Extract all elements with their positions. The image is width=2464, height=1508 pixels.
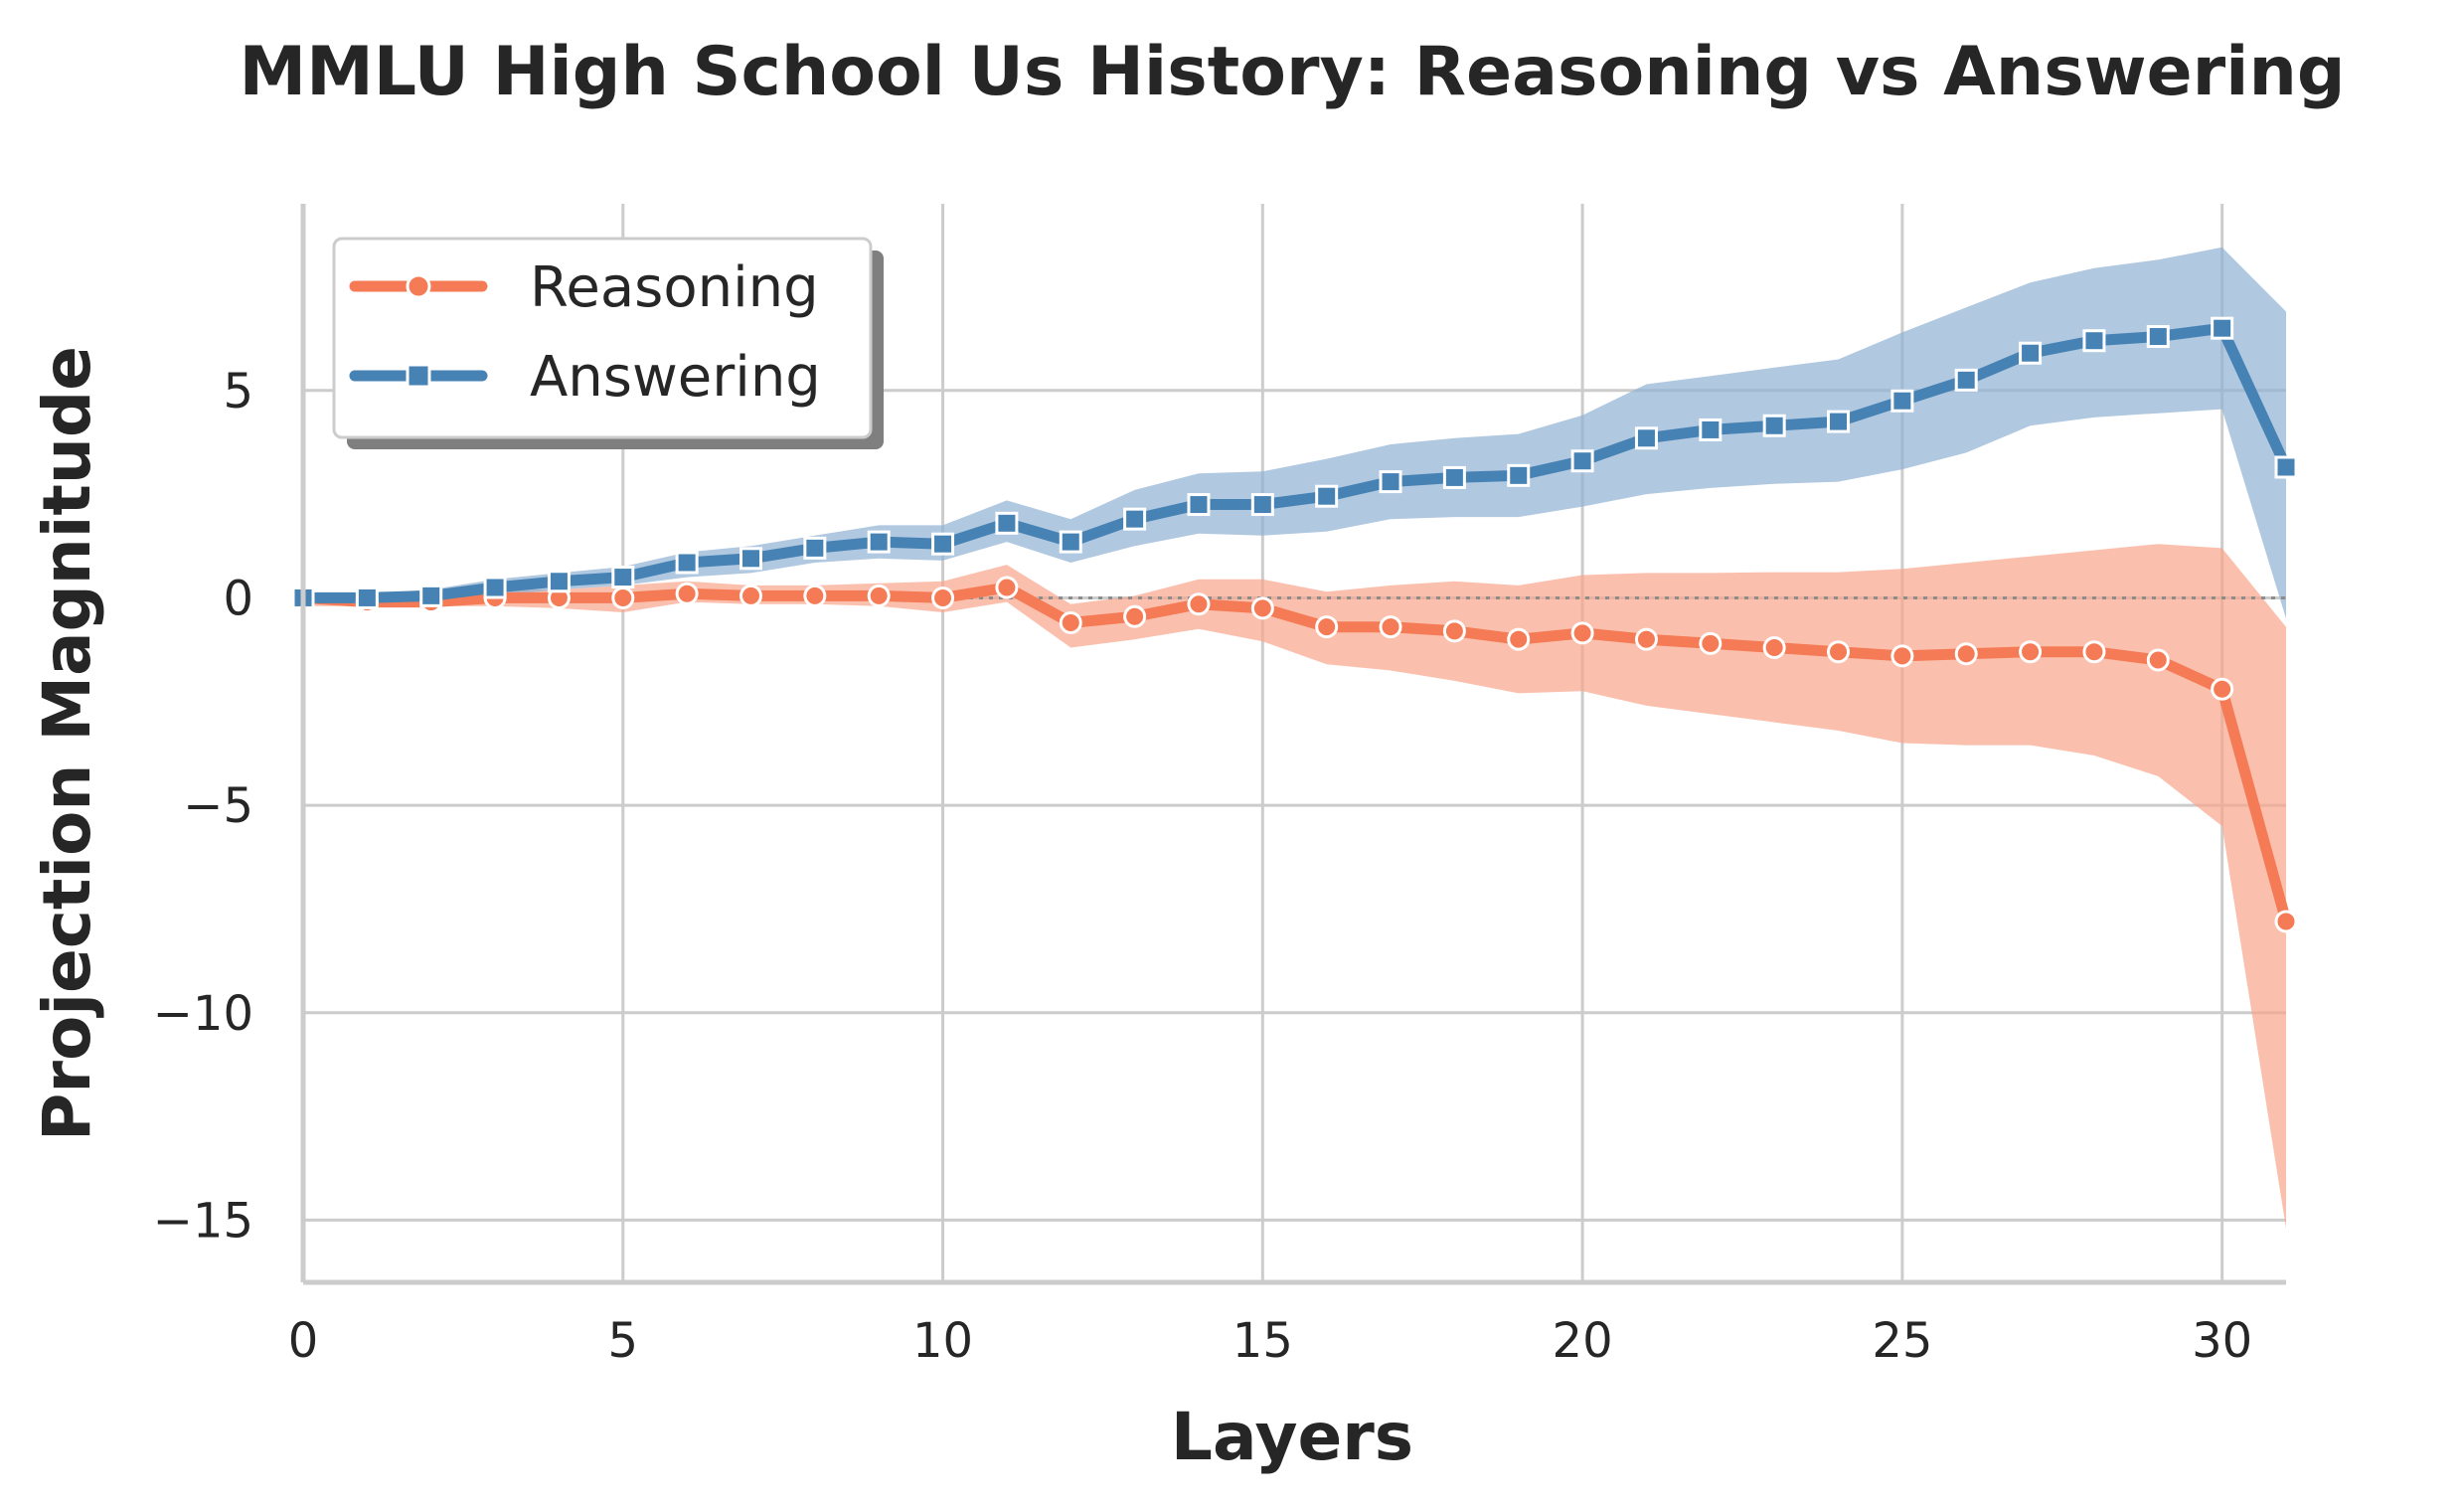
answering-point — [2274, 455, 2298, 479]
answering-point — [675, 551, 699, 575]
answering-point — [2082, 329, 2106, 353]
reasoning-point — [2211, 677, 2234, 701]
legend-answering-marker — [406, 363, 431, 389]
answering-point — [1954, 368, 1978, 392]
x-tick-label: 10 — [912, 1313, 973, 1369]
legend-reasoning-label: Reasoning — [530, 255, 819, 320]
answering-point — [1890, 389, 1914, 413]
answering-point — [611, 566, 635, 589]
series-markers — [291, 316, 2298, 933]
reasoning-point — [995, 576, 1019, 599]
answering-point — [419, 584, 443, 607]
y-tick-label: 5 — [223, 364, 253, 419]
reasoning-point — [611, 586, 635, 609]
reasoning-point — [2082, 640, 2106, 664]
answering-point — [1570, 449, 1594, 473]
legend: Reasoning Answering — [332, 237, 884, 449]
y-axis-label: Projection Magnitude — [29, 346, 105, 1141]
answering-point — [1699, 418, 1723, 441]
reasoning-point — [1827, 640, 1851, 664]
x-tick-label: 0 — [288, 1313, 319, 1369]
answering-point — [931, 532, 955, 556]
axes — [300, 204, 2286, 1285]
answering-point — [1250, 493, 1274, 517]
answering-point — [995, 511, 1019, 535]
x-tick-label: 20 — [1553, 1313, 1613, 1369]
answering-point — [483, 576, 507, 599]
answering-point — [547, 570, 571, 593]
answering-point — [1059, 530, 1082, 554]
reasoning-point — [803, 584, 827, 607]
answering-point — [867, 530, 891, 554]
legend-answering-label: Answering — [530, 345, 821, 410]
reasoning-point — [867, 584, 891, 607]
x-tick-label: 5 — [608, 1313, 639, 1369]
reasoning-point — [2146, 648, 2170, 672]
answering-point — [1315, 484, 1339, 508]
reasoning-point — [1890, 644, 1914, 668]
reasoning-band — [303, 544, 2286, 1229]
y-tick-label: −10 — [153, 986, 253, 1042]
reasoning-point — [1250, 596, 1274, 620]
answering-point — [1827, 410, 1851, 433]
reasoning-point — [1954, 642, 1978, 666]
reasoning-point — [1379, 615, 1402, 639]
answering-point — [2146, 325, 2170, 349]
legend-reasoning-marker — [406, 273, 431, 299]
y-tick-label: −15 — [153, 1193, 253, 1249]
answering-point — [355, 586, 379, 609]
x-tick-label: 25 — [1872, 1313, 1932, 1369]
reasoning-point — [739, 584, 762, 607]
reasoning-point — [1187, 592, 1211, 616]
reasoning-point — [931, 586, 955, 609]
x-tick-label: 30 — [2192, 1313, 2252, 1369]
reasoning-point — [675, 582, 699, 605]
reasoning-point — [1699, 631, 1723, 655]
answering-point — [1379, 470, 1402, 494]
answering-point — [1123, 507, 1147, 531]
reasoning-point — [1570, 621, 1594, 645]
answering-point — [1187, 493, 1211, 517]
reasoning-point — [1123, 604, 1147, 628]
reasoning-point — [2274, 910, 2298, 933]
reasoning-point — [1315, 615, 1339, 639]
answering-point — [2019, 341, 2043, 365]
reasoning-point — [1634, 627, 1658, 651]
reasoning-point — [1059, 610, 1082, 634]
chart-title: MMLU High School Us History: Reasoning v… — [239, 33, 2345, 111]
answering-point — [1507, 463, 1531, 487]
reasoning-point — [1442, 619, 1466, 643]
x-tick-label: 15 — [1232, 1313, 1293, 1369]
answering-point — [739, 547, 762, 571]
y-tick-label: −5 — [183, 778, 253, 834]
reasoning-point — [1507, 627, 1531, 651]
reasoning-point — [2019, 640, 2043, 664]
answering-point — [2211, 316, 2234, 340]
legend-item-reasoning: Reasoning — [349, 255, 819, 320]
tick-labels: 0 5 10 15 20 25 30 5 0 −5 −10 −15 — [153, 364, 2252, 1369]
answering-point — [1634, 426, 1658, 450]
y-tick-label: 0 — [223, 571, 253, 626]
x-axis-label: Layers — [1171, 1399, 1413, 1475]
reasoning-point — [1762, 636, 1786, 660]
answering-point — [1442, 465, 1466, 489]
legend-item-answering: Answering — [349, 345, 821, 410]
answering-point — [1762, 414, 1786, 437]
answering-point — [803, 536, 827, 560]
